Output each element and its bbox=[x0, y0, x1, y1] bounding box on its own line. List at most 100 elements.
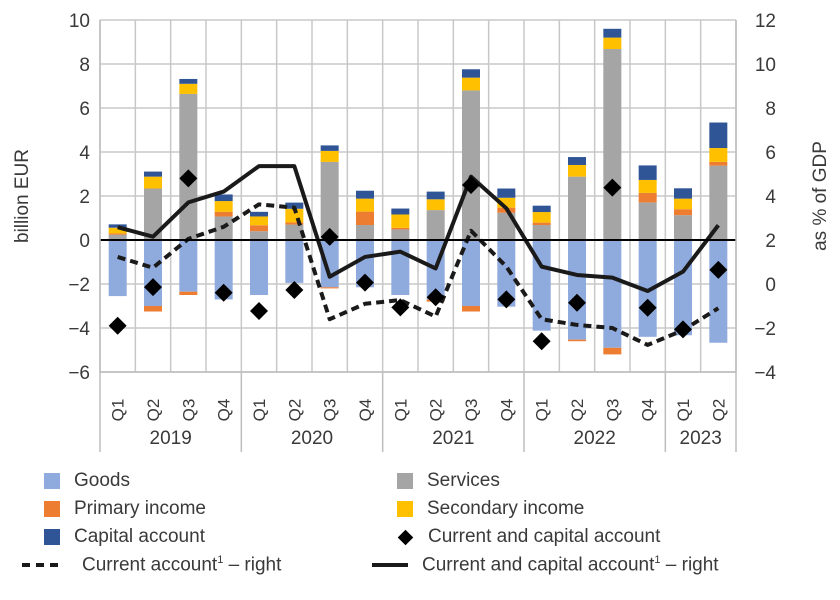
marker-current-and-capital-account bbox=[144, 278, 162, 297]
y-tick-label-left: −6 bbox=[68, 363, 90, 384]
x-tick-label: Q1 bbox=[533, 399, 552, 422]
y-tick-label-left: −2 bbox=[68, 275, 90, 296]
bar-primary-income bbox=[638, 192, 657, 203]
bar-services bbox=[568, 176, 586, 240]
bar-services bbox=[638, 202, 657, 240]
bar-services bbox=[320, 161, 339, 240]
marker-current-and-capital-account bbox=[179, 169, 198, 188]
bar-secondary-income bbox=[108, 227, 127, 234]
markers bbox=[108, 169, 728, 351]
legend-item-current-and-capital-account: Current and capital account bbox=[397, 525, 660, 549]
bar-primary-income bbox=[144, 306, 162, 312]
bar-secondary-income bbox=[603, 37, 622, 50]
bar-capital-account bbox=[674, 188, 692, 199]
bar-primary-income bbox=[179, 291, 198, 295]
axes: 10 8 6 4 2 0 −2 −4 −6 12 10 8 6 4 2 0 −2 −4 Q1 Q2 Q3 Q4 Q1 Q2 Q3… bbox=[68, 11, 776, 452]
x-group-label: 2020 bbox=[291, 428, 333, 449]
secondary-income-swatch-icon bbox=[397, 501, 413, 517]
bar-primary-income bbox=[320, 287, 339, 289]
marker-current-and-capital-account bbox=[497, 290, 516, 309]
bar-goods bbox=[462, 240, 480, 306]
x-tick-label: Q1 bbox=[250, 399, 269, 422]
bar-secondary-income bbox=[568, 164, 586, 177]
y-tick-label-right: −2 bbox=[754, 319, 776, 340]
marker-current-and-capital-account bbox=[462, 176, 480, 194]
bar-capital-account bbox=[426, 191, 445, 200]
x-tick-label: Q2 bbox=[427, 399, 446, 422]
y-tick-label-left: 6 bbox=[79, 99, 90, 120]
y-tick-label-left: 4 bbox=[79, 143, 90, 164]
bar-primary-income bbox=[108, 233, 127, 235]
bar-goods bbox=[214, 240, 233, 300]
bar-goods bbox=[391, 240, 410, 295]
y-tick-label-right: 6 bbox=[765, 143, 776, 164]
y-tick-label-right: −4 bbox=[754, 363, 776, 384]
bar-goods bbox=[356, 240, 374, 288]
x-tick-label: Q1 bbox=[391, 399, 410, 422]
y-tick-label-right: 10 bbox=[755, 55, 776, 76]
bar-goods bbox=[250, 240, 268, 295]
bar-secondary-income bbox=[532, 212, 551, 223]
bar-services bbox=[285, 224, 304, 240]
legend-item-secondary-income: Secondary income bbox=[397, 497, 584, 521]
legend-label: Current and capital account1 – right bbox=[422, 553, 719, 576]
bar-goods bbox=[179, 240, 198, 292]
legend-label: Current and capital account bbox=[428, 526, 661, 547]
bar-secondary-income bbox=[638, 179, 657, 193]
bar-primary-income bbox=[285, 222, 304, 225]
x-tick-label: Q3 bbox=[462, 399, 481, 422]
bar-capital-account bbox=[638, 165, 657, 180]
marker-current-and-capital-account bbox=[568, 293, 586, 312]
bar-secondary-income bbox=[250, 216, 268, 226]
bar-capital-account bbox=[320, 145, 339, 151]
marker-current-and-capital-account bbox=[603, 178, 622, 197]
legend-item-primary-income: Primary income bbox=[44, 497, 206, 521]
lines bbox=[117, 164, 720, 347]
bar-goods bbox=[320, 240, 339, 288]
bar-secondary-income bbox=[356, 198, 374, 212]
bar-primary-income bbox=[568, 339, 586, 342]
x-group-label: 2022 bbox=[574, 428, 616, 449]
bar-secondary-income bbox=[144, 176, 162, 189]
bar-capital-account bbox=[144, 171, 162, 177]
bar-capital-account bbox=[532, 205, 551, 213]
marker-current-and-capital-account bbox=[532, 332, 551, 351]
x-group-label: 2023 bbox=[680, 428, 722, 449]
marker-current-and-capital-account bbox=[214, 283, 233, 302]
y-tick-label-right: 0 bbox=[765, 275, 776, 296]
bar-capital-account bbox=[497, 188, 516, 198]
bar-services bbox=[108, 234, 127, 240]
bar-capital-account bbox=[356, 190, 374, 199]
x-tick-label: Q4 bbox=[497, 399, 516, 422]
bar-capital-account bbox=[603, 28, 622, 38]
bar-capital-account bbox=[179, 78, 198, 84]
y-tick-label-right: 4 bbox=[765, 187, 776, 208]
bar-secondary-income bbox=[426, 199, 445, 211]
bar-secondary-income bbox=[462, 77, 480, 91]
bar-secondary-income bbox=[497, 197, 516, 208]
marker-current-and-capital-account bbox=[320, 227, 339, 246]
solid-line-icon bbox=[372, 563, 408, 567]
marker-current-and-capital-account bbox=[638, 298, 657, 317]
line-current-and-capital-account bbox=[117, 164, 720, 294]
bar-primary-income bbox=[214, 211, 233, 217]
bar-services bbox=[674, 215, 692, 240]
bar-secondary-income bbox=[709, 148, 728, 162]
bar-primary-income bbox=[391, 227, 410, 230]
bar-capital-account bbox=[108, 224, 127, 228]
bar-goods bbox=[709, 240, 728, 343]
bar-primary-income bbox=[709, 161, 728, 166]
legend-item-current-account-right: Current account1 – right bbox=[22, 553, 281, 577]
marker-current-and-capital-account bbox=[674, 320, 692, 339]
x-tick-label: Q2 bbox=[144, 399, 163, 422]
y-tick-label-right: 2 bbox=[765, 231, 776, 252]
bar-capital-account bbox=[462, 69, 480, 78]
goods-swatch-icon bbox=[44, 473, 60, 489]
y-axis-title-right: as % of GDP bbox=[810, 141, 831, 251]
marker-current-and-capital-account bbox=[709, 260, 728, 279]
bar-goods bbox=[638, 240, 657, 337]
y-tick-label-right: 12 bbox=[755, 11, 776, 32]
bar-services bbox=[603, 49, 622, 240]
x-tick-label: Q1 bbox=[674, 399, 693, 422]
y-tick-label-right: 8 bbox=[765, 99, 776, 120]
